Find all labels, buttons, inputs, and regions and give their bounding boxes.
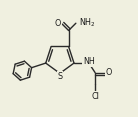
Text: NH: NH	[83, 57, 95, 66]
Text: O: O	[55, 19, 61, 28]
Text: O: O	[106, 68, 112, 77]
Text: S: S	[57, 72, 62, 81]
Text: Cl: Cl	[91, 91, 99, 101]
Text: NH$_2$: NH$_2$	[79, 16, 96, 29]
